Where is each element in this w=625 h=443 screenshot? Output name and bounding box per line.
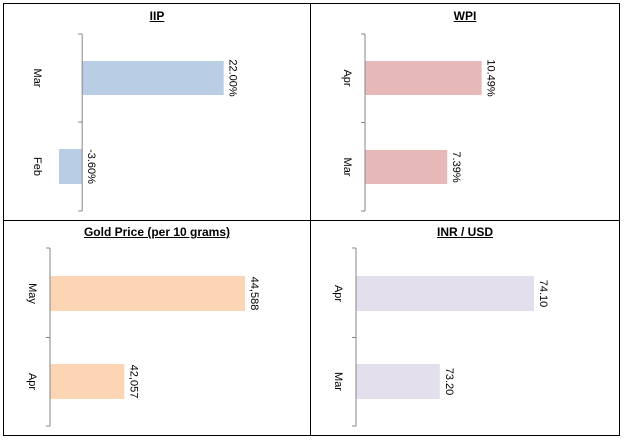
gold-price-category-label-apr: Apr bbox=[26, 373, 38, 390]
gold-price-value-label-may: 44,588 bbox=[248, 277, 260, 311]
wpi-title: WPI bbox=[453, 9, 477, 23]
iip-category-label-mar: Mar bbox=[31, 69, 43, 88]
gold-price-panel: Gold Price (per 10 grams) bbox=[4, 221, 310, 435]
wpi-bar-apr bbox=[365, 61, 482, 95]
gold-price-bar-apr bbox=[50, 364, 125, 399]
wpi-value-label-mar: 7.39% bbox=[450, 151, 462, 182]
gold-price-category-label-may: May bbox=[26, 283, 38, 304]
iip-value-label-feb: -3.60% bbox=[85, 149, 97, 184]
inr-usd-value-label-mar: 73.20 bbox=[443, 368, 455, 396]
grid-divider-horizontal bbox=[3, 220, 620, 221]
iip-title: IIP bbox=[149, 9, 165, 23]
wpi-category-label-mar: Mar bbox=[341, 158, 353, 177]
iip-category-label-feb: Feb bbox=[31, 157, 43, 176]
iip-panel: IIP bbox=[4, 4, 310, 220]
gold-price-value-label-apr: 42,057 bbox=[127, 365, 139, 399]
wpi-bar-mar bbox=[365, 150, 448, 184]
gold-price-bar-may bbox=[50, 276, 245, 311]
grid-divider-vertical bbox=[310, 3, 311, 436]
gold-price-title: Gold Price (per 10 grams) bbox=[83, 225, 231, 239]
inr-usd-category-label-apr: Apr bbox=[332, 285, 344, 302]
inr-usd-panel: INR / USD bbox=[311, 221, 619, 435]
iip-bar-feb bbox=[59, 149, 83, 184]
wpi-category-label-apr: Apr bbox=[341, 69, 353, 86]
inr-usd-bar-apr bbox=[356, 276, 534, 311]
inr-usd-bar-mar bbox=[356, 364, 440, 399]
wpi-value-label-apr: 10.49% bbox=[485, 59, 497, 97]
chart-grid bbox=[3, 3, 620, 436]
iip-value-label-mar: 22.00% bbox=[227, 59, 239, 97]
inr-usd-category-label-mar: Mar bbox=[332, 372, 344, 391]
iip-bar-mar bbox=[82, 61, 224, 95]
inr-usd-title: INR / USD bbox=[436, 225, 493, 239]
inr-usd-value-label-apr: 74.10 bbox=[537, 280, 549, 308]
wpi-panel: WPI bbox=[311, 4, 619, 220]
